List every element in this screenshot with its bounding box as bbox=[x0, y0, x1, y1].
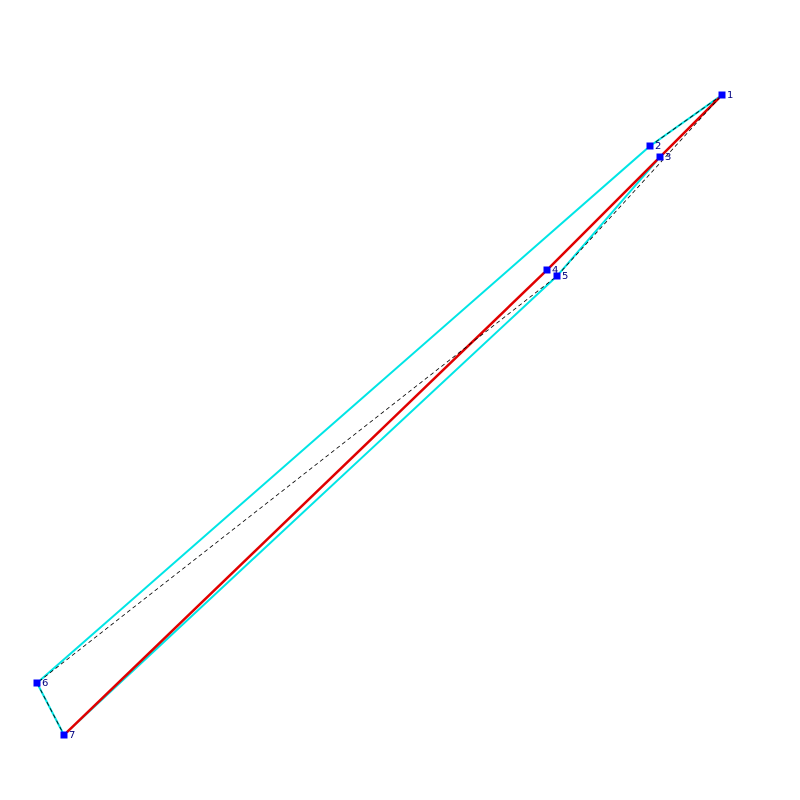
node-label: 4 bbox=[552, 265, 558, 276]
node-marker bbox=[60, 731, 68, 739]
node-label: 1 bbox=[727, 90, 733, 101]
node-marker bbox=[718, 91, 726, 99]
node-marker bbox=[543, 266, 551, 274]
dashed-path bbox=[36, 94, 723, 736]
path bbox=[63, 94, 723, 736]
outline bbox=[35, 94, 723, 737]
node-label: 6 bbox=[42, 678, 48, 689]
node-marker bbox=[553, 272, 561, 280]
node-label: 3 bbox=[665, 152, 671, 163]
node-marker bbox=[656, 153, 664, 161]
node-label: 7 bbox=[69, 730, 75, 741]
node-marker bbox=[33, 679, 41, 687]
node-label: 2 bbox=[655, 141, 661, 152]
node-marker bbox=[646, 142, 654, 150]
node-label: 5 bbox=[562, 271, 568, 282]
